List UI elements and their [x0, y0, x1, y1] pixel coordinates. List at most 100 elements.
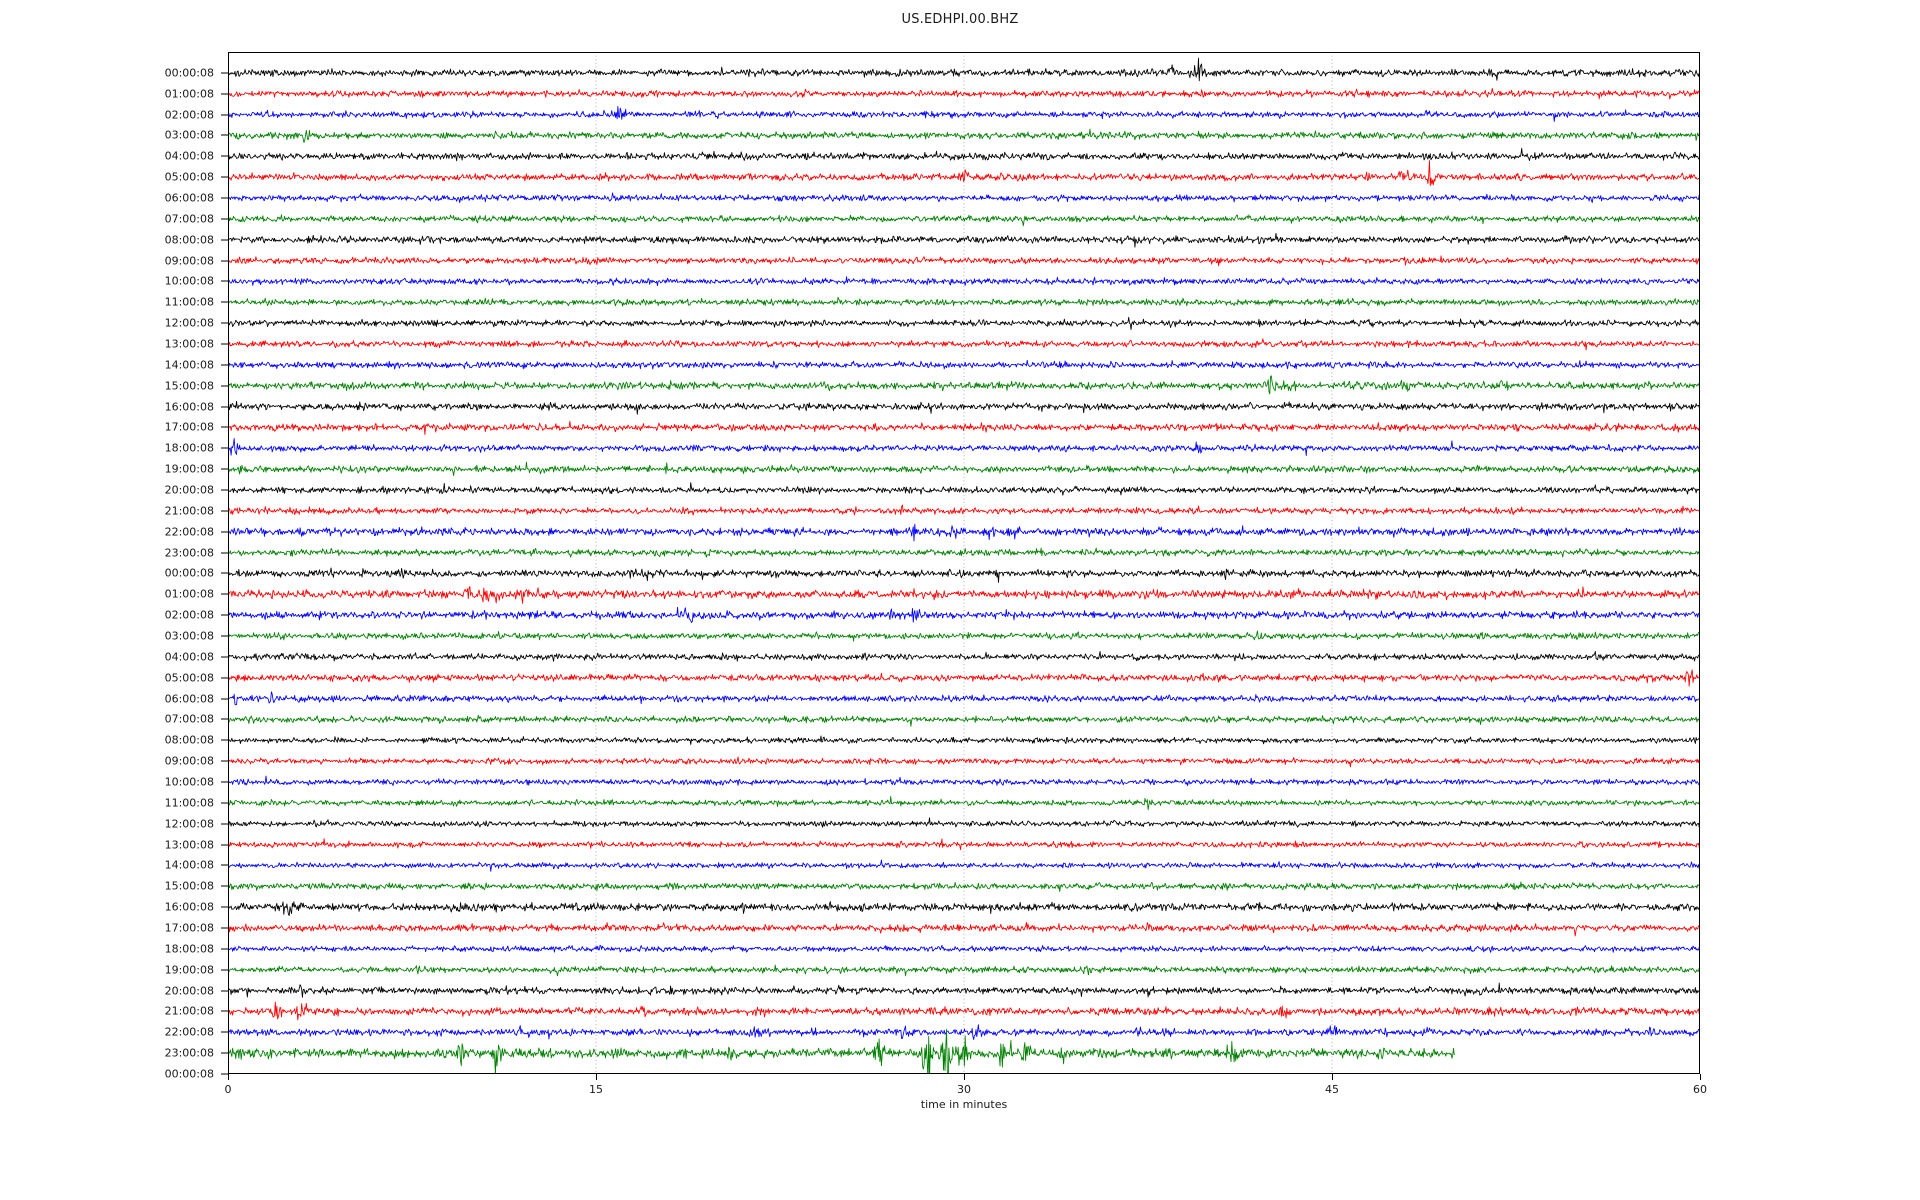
y-axis-tick-mark: [221, 343, 228, 345]
trace-row: [228, 375, 1700, 395]
y-axis-tick-mark: [221, 969, 228, 971]
y-axis-tick-label: 08:00:08: [164, 233, 214, 247]
x-axis-tick-mark: [228, 1074, 229, 1080]
y-axis-tick-mark: [221, 406, 228, 408]
y-axis-tick-label: 20:00:08: [164, 483, 214, 497]
y-axis-tick-mark: [221, 114, 228, 116]
y-axis-tick-mark: [221, 885, 228, 887]
y-axis-tick-label: 03:00:08: [164, 128, 214, 142]
waveform-traces: [228, 52, 1700, 1074]
y-axis-tick-mark: [221, 1010, 228, 1012]
trace-row: [228, 982, 1700, 998]
y-axis-tick-label: 13:00:08: [164, 337, 214, 351]
y-axis-tick-mark: [221, 823, 228, 825]
y-axis-tick-label: 06:00:08: [164, 191, 214, 205]
y-axis-tick-label: 23:00:08: [164, 1046, 214, 1060]
y-axis-tick-label: 07:00:08: [164, 212, 214, 226]
y-axis-tick-label: 01:00:08: [164, 587, 214, 601]
trace-row: [228, 523, 1700, 542]
y-axis-tick-label: 03:00:08: [164, 629, 214, 643]
trace-row: [228, 881, 1700, 892]
y-axis-tick-label: 17:00:08: [164, 921, 214, 935]
y-axis-tick-mark: [221, 718, 228, 720]
y-axis-tick-label: 02:00:08: [164, 608, 214, 622]
x-axis-tick-label: 15: [589, 1083, 603, 1096]
y-axis-tick-mark: [221, 1031, 228, 1033]
y-axis-tick-mark: [221, 218, 228, 220]
y-axis-tick-label: 10:00:08: [164, 274, 214, 288]
y-axis-tick-label: 09:00:08: [164, 254, 214, 268]
trace-row: [228, 944, 1700, 953]
trace-row: [228, 901, 1700, 916]
x-axis-tick-mark: [596, 1074, 597, 1080]
y-axis-tick-label: 00:00:08: [164, 566, 214, 580]
y-axis-tick-mark: [221, 93, 228, 95]
x-axis-tick-label: 30: [957, 1083, 971, 1096]
y-axis-tick-mark: [221, 906, 228, 908]
x-axis-tick-layer: 0 15 30 45 60: [224, 1074, 1707, 1114]
y-axis-tick-mark: [221, 844, 228, 846]
y-axis-tick-layer: 00:00:08 01:00:08 02:00:08 03:00:08 04:00:08…: [0, 52, 228, 1081]
trace-row: [228, 128, 1700, 143]
trace-row: [228, 756, 1700, 768]
y-axis-tick-label: 17:00:08: [164, 420, 214, 434]
y-axis-tick-mark: [221, 1052, 228, 1054]
y-axis-tick-label: 19:00:08: [164, 462, 214, 476]
y-axis-tick-mark: [221, 510, 228, 512]
y-axis-tick-mark: [221, 176, 228, 178]
trace-row: [228, 504, 1700, 516]
y-axis-tick-label: 12:00:08: [164, 316, 214, 330]
y-axis-tick-label: 00:00:08: [164, 1067, 214, 1081]
y-axis-tick-mark: [221, 155, 228, 157]
y-axis-tick-mark: [221, 593, 228, 595]
y-axis-tick-label: 05:00:08: [164, 170, 214, 184]
x-axis-tick-mark: [1700, 1074, 1701, 1080]
y-axis-tick-label: 00:00:08: [164, 66, 214, 80]
x-axis-title: time in minutes: [920, 1098, 1008, 1111]
x-axis-tick-label: 60: [1693, 1083, 1707, 1096]
trace-row: [228, 795, 1700, 811]
y-axis-tick-mark: [221, 760, 228, 762]
trace-row: [228, 400, 1700, 415]
y-axis-tick-mark: [221, 635, 228, 637]
y-axis-tick-mark: [221, 990, 228, 992]
y-axis-tick-mark: [221, 72, 228, 74]
y-axis-tick-mark: [221, 531, 228, 533]
y-axis-tick-mark: [221, 614, 228, 616]
y-axis-tick-label: 14:00:08: [164, 858, 214, 872]
y-axis-tick-label: 12:00:08: [164, 817, 214, 831]
plot-area: [228, 52, 1700, 1074]
trace-row: [228, 214, 1700, 227]
x-axis-tick-mark: [964, 1074, 965, 1080]
trace-row: [228, 57, 1700, 82]
trace-row: [228, 316, 1700, 330]
trace-row: [228, 859, 1700, 872]
y-axis-tick-label: 13:00:08: [164, 838, 214, 852]
trace-row: [228, 1024, 1700, 1040]
x-axis-tick-label: 45: [1325, 1083, 1339, 1096]
trace-row: [228, 87, 1700, 100]
y-axis-tick-mark: [221, 1073, 228, 1075]
trace-row: [228, 669, 1700, 687]
y-axis-tick-label: 11:00:08: [164, 796, 214, 810]
y-axis-tick-label: 18:00:08: [164, 942, 214, 956]
y-axis-tick-label: 01:00:08: [164, 87, 214, 101]
y-axis-tick-label: 18:00:08: [164, 441, 214, 455]
trace-row: [228, 567, 1700, 583]
y-axis-tick-mark: [221, 364, 228, 366]
y-axis-tick-label: 20:00:08: [164, 984, 214, 998]
y-axis-tick-label: 10:00:08: [164, 775, 214, 789]
trace-row: [228, 964, 1700, 977]
y-axis-tick-label: 22:00:08: [164, 525, 214, 539]
y-axis-tick-mark: [221, 677, 228, 679]
y-axis-tick-label: 04:00:08: [164, 650, 214, 664]
y-axis-tick-mark: [221, 739, 228, 741]
trace-row: [228, 359, 1700, 370]
trace-row: [228, 1028, 1455, 1074]
y-axis-tick-mark: [221, 656, 228, 658]
y-axis-tick-mark: [221, 864, 228, 866]
x-axis-tick-label: 0: [224, 1083, 232, 1096]
y-axis-tick-mark: [221, 385, 228, 387]
y-axis-tick-mark: [221, 134, 228, 136]
trace-row: [228, 482, 1700, 496]
